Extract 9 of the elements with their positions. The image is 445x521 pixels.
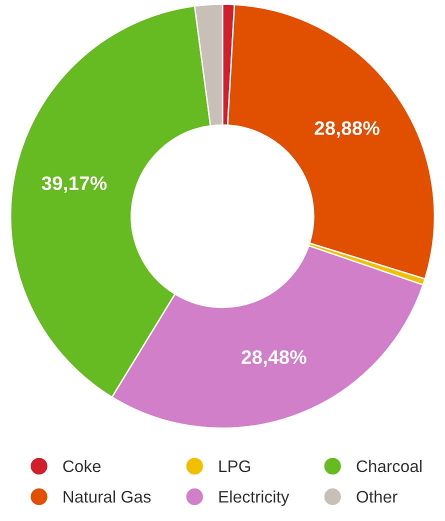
legend-label: Other — [356, 490, 398, 503]
legend-label: LPG — [219, 460, 250, 472]
data-label: 28,48% — [242, 350, 306, 367]
data-label: 28,88% — [314, 121, 380, 138]
legend-label: Electricity — [219, 490, 290, 506]
legend-label: Coke — [63, 460, 101, 472]
legend-label: Natural Gas — [64, 490, 151, 503]
legend-label: Charcoal — [356, 460, 422, 472]
data-label: 39,17% — [42, 176, 107, 193]
